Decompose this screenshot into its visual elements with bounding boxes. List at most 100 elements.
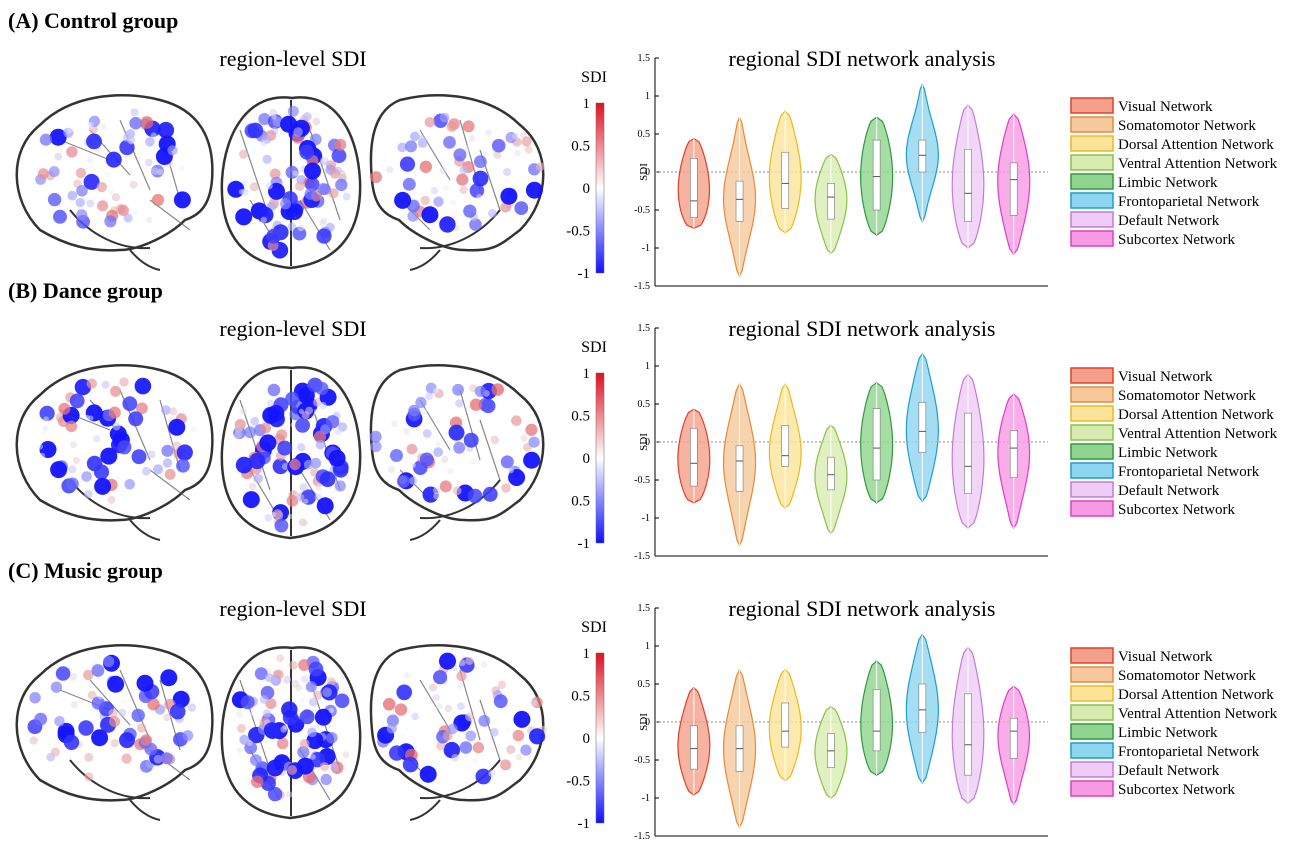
brain-node (50, 747, 60, 757)
brain-node (459, 165, 469, 175)
legend-swatch (1070, 443, 1114, 460)
brain-node (117, 204, 129, 216)
legend-label: Limbic Network (1118, 445, 1218, 461)
y-tick-label: -1 (642, 243, 650, 254)
brain-node (519, 131, 527, 139)
brain-node (142, 466, 151, 476)
brain-outline-axial (220, 646, 362, 820)
brain-node (451, 753, 460, 762)
brain-outline-left (15, 644, 214, 802)
legend-label: Visual Network (1118, 99, 1213, 115)
brain-node (485, 129, 492, 136)
colorbar-gradient (595, 102, 605, 274)
brain-node (469, 183, 485, 198)
brain-node (418, 135, 427, 144)
brain-node (299, 709, 315, 725)
brain-sulcus-line (419, 679, 451, 731)
brain-node (122, 699, 128, 705)
brain-node (508, 469, 526, 486)
brain-node (91, 660, 98, 666)
brain-node (288, 660, 298, 670)
brain-node (107, 675, 125, 693)
y-tick-label: 1 (645, 91, 650, 102)
brain-node (299, 144, 315, 160)
brain-node (334, 693, 350, 709)
brain-outline-left (15, 94, 214, 252)
brain-node (290, 422, 297, 428)
brain-node (67, 190, 78, 201)
brain-inferior-left (69, 209, 161, 271)
brain-node (251, 148, 257, 154)
brain-node (329, 168, 340, 179)
brain-node (287, 765, 297, 775)
brain-node (126, 474, 132, 480)
brain-node (105, 151, 122, 168)
brain-node (101, 380, 110, 389)
brain-node (308, 661, 324, 677)
legend-label: Visual Network (1118, 649, 1213, 665)
brain-node (342, 751, 350, 759)
brain-node (267, 786, 283, 802)
brain-node (476, 194, 483, 200)
legend-swatch (1070, 647, 1114, 664)
brain-node (190, 426, 197, 433)
brain-node (153, 464, 163, 475)
brain-node (328, 707, 335, 714)
brain-node (489, 727, 499, 737)
brain-node (258, 113, 271, 126)
brain-node (404, 726, 410, 732)
legend-swatch (1070, 211, 1114, 228)
colorbar-tick-label: -0.5 (566, 774, 590, 790)
brain-node (299, 698, 305, 704)
brain-node (140, 734, 153, 746)
brain-node (370, 440, 382, 453)
violin-box (918, 139, 927, 173)
legend-label: Dorsal Attention Network (1118, 137, 1274, 153)
colorbar-tick-label: 0 (583, 731, 591, 747)
brain-node (488, 769, 496, 777)
brain-node (295, 156, 301, 162)
brain-node (463, 432, 479, 448)
brain-node (482, 486, 498, 502)
brain-outline-right (369, 644, 545, 802)
brain-node (497, 680, 507, 689)
brain-node (420, 195, 430, 206)
brain-node (447, 468, 454, 475)
legend-swatch (1070, 462, 1114, 479)
brain-node (104, 215, 117, 228)
brain-node (391, 420, 398, 428)
brain-node (272, 509, 283, 520)
brain-node (136, 674, 154, 692)
brain-node (506, 745, 516, 755)
brain-node (145, 137, 155, 147)
brain-node (314, 708, 332, 726)
brain-node (264, 514, 273, 522)
brain-node (110, 385, 121, 397)
colorbar-tick-label: -1 (578, 536, 591, 552)
brain-node (76, 185, 88, 197)
chart-title: regional SDI network analysis (729, 46, 996, 71)
brain-node (422, 429, 432, 438)
brain-node (315, 439, 326, 450)
legend-swatch (1070, 723, 1114, 740)
brain-node (320, 156, 329, 166)
brain-node (317, 183, 330, 195)
brain-node (446, 121, 458, 132)
colorbar-tick-label: 1 (583, 646, 591, 662)
legend-label: Visual Network (1118, 369, 1213, 385)
brain-node (29, 692, 41, 704)
brain-node (91, 664, 105, 677)
brain-node (247, 712, 253, 718)
brain-node (313, 690, 323, 700)
brain-node (147, 698, 160, 711)
brain-node (269, 108, 278, 117)
brain-node (322, 156, 328, 162)
violin-box (964, 148, 972, 222)
panel-title: (A) Control group (8, 8, 178, 33)
brain-node (439, 652, 456, 670)
brain-node (75, 167, 87, 179)
y-tick-label: 0 (645, 717, 650, 728)
brain-node (296, 493, 305, 502)
brain-node (97, 693, 104, 700)
brain-node (136, 723, 147, 733)
